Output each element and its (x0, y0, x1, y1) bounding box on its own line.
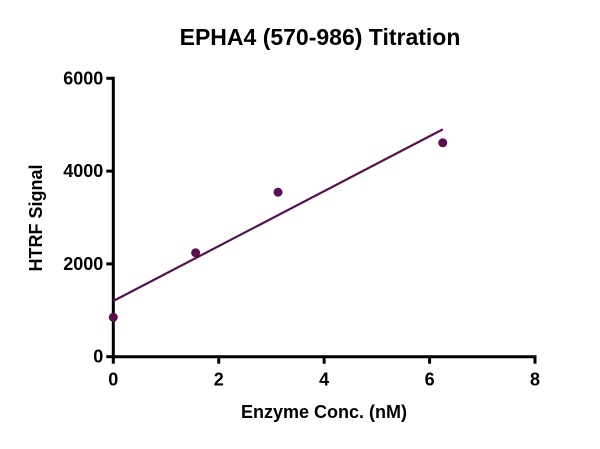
x-tick-label: 8 (530, 370, 540, 390)
x-tick-label: 0 (108, 370, 118, 390)
fit-line (112, 128, 444, 302)
data-point (108, 312, 118, 322)
x-tick-label: 2 (214, 370, 224, 390)
x-tick-label: 4 (319, 370, 329, 390)
plot-area (108, 128, 448, 322)
y-tick-label: 4000 (63, 161, 103, 181)
data-point (438, 138, 448, 148)
x-tick-label: 6 (425, 370, 435, 390)
chart-title: EPHA4 (570-986) Titration (180, 24, 461, 50)
y-axis-label: HTRF Signal (26, 165, 46, 272)
x-axis-label: Enzyme Conc. (nM) (241, 402, 407, 422)
y-tick-label: 2000 (63, 254, 103, 274)
data-point (191, 248, 201, 258)
y-tick-label: 6000 (63, 68, 103, 88)
axes: 0 2 4 6 8 0 2000 4000 6000 (63, 68, 540, 389)
data-point (273, 187, 283, 197)
y-tick-label: 0 (93, 347, 103, 367)
